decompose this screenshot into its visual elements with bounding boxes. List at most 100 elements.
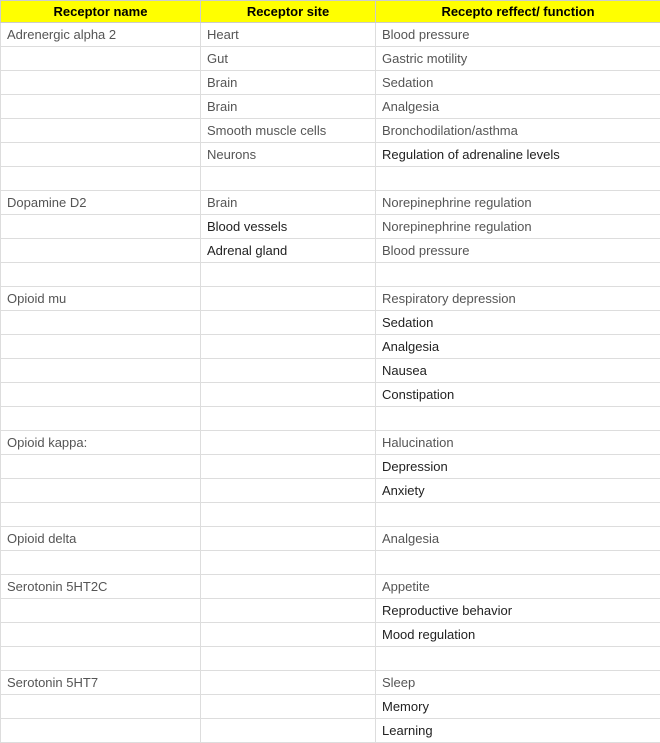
table-row: Memory [1,695,660,719]
table-row: Serotonin 5HT7Sleep [1,671,660,695]
cell-receptor-site: Blood vessels [201,215,376,239]
cell-receptor-name [1,503,201,527]
cell-receptor-name [1,143,201,167]
cell-receptor-name [1,119,201,143]
cell-receptor-effect: Anxiety [376,479,660,503]
cell-receptor-name [1,239,201,263]
cell-receptor-name [1,95,201,119]
table-row: Nausea [1,359,660,383]
cell-receptor-effect: Reproductive behavior [376,599,660,623]
cell-receptor-name [1,47,201,71]
table-row [1,503,660,527]
cell-receptor-name [1,407,201,431]
cell-receptor-effect: Depression [376,455,660,479]
table-row: GutGastric motility [1,47,660,71]
table-row: NeuronsRegulation of adrenaline levels [1,143,660,167]
cell-receptor-site [201,311,376,335]
table-row [1,407,660,431]
table-row: Adrenal glandBlood pressure [1,239,660,263]
cell-receptor-effect: Appetite [376,575,660,599]
table-row: Opioid muRespiratory depression [1,287,660,311]
table-row: Depression [1,455,660,479]
header-receptor-effect: Recepto reffect/ function [376,1,660,23]
table-row: Constipation [1,383,660,407]
cell-receptor-site [201,647,376,671]
cell-receptor-site [201,287,376,311]
cell-receptor-name [1,311,201,335]
table-row: Dopamine D2BrainNorepinephrine regulatio… [1,191,660,215]
cell-receptor-site: Brain [201,191,376,215]
cell-receptor-name [1,263,201,287]
cell-receptor-name [1,623,201,647]
table-row: BrainAnalgesia [1,95,660,119]
cell-receptor-name [1,647,201,671]
table-row: Blood vesselsNorepinephrine regulation [1,215,660,239]
cell-receptor-name [1,719,201,743]
cell-receptor-effect [376,503,660,527]
cell-receptor-name [1,383,201,407]
receptor-table: Receptor name Receptor site Recepto reff… [0,0,660,743]
cell-receptor-site [201,335,376,359]
cell-receptor-site: Brain [201,95,376,119]
table-row: Serotonin 5HT2C Appetite [1,575,660,599]
cell-receptor-site [201,383,376,407]
cell-receptor-effect [376,167,660,191]
cell-receptor-site [201,599,376,623]
table-header: Receptor name Receptor site Recepto reff… [1,1,660,23]
cell-receptor-site [201,623,376,647]
cell-receptor-site [201,455,376,479]
cell-receptor-name [1,215,201,239]
header-receptor-site: Receptor site [201,1,376,23]
cell-receptor-site: Gut [201,47,376,71]
table-row: Sedation [1,311,660,335]
cell-receptor-effect: Memory [376,695,660,719]
cell-receptor-site [201,359,376,383]
table-row: Opioid delta Analgesia [1,527,660,551]
cell-receptor-effect: Respiratory depression [376,287,660,311]
cell-receptor-name: Opioid delta [1,527,201,551]
cell-receptor-site [201,575,376,599]
table-body: Adrenergic alpha 2HeartBlood pressureGut… [1,23,660,743]
cell-receptor-site [201,527,376,551]
table-row: Analgesia [1,335,660,359]
cell-receptor-name [1,479,201,503]
table-row: Reproductive behavior [1,599,660,623]
table-row: Mood regulation [1,623,660,647]
cell-receptor-effect: Halucination [376,431,660,455]
cell-receptor-site [201,407,376,431]
cell-receptor-effect: Mood regulation [376,623,660,647]
cell-receptor-effect: Nausea [376,359,660,383]
cell-receptor-site [201,695,376,719]
cell-receptor-name [1,335,201,359]
cell-receptor-effect [376,263,660,287]
table-row: Adrenergic alpha 2HeartBlood pressure [1,23,660,47]
cell-receptor-effect: Sedation [376,311,660,335]
cell-receptor-site [201,479,376,503]
cell-receptor-site [201,431,376,455]
cell-receptor-name: Dopamine D2 [1,191,201,215]
cell-receptor-name: Serotonin 5HT2C [1,575,201,599]
cell-receptor-effect: Norepinephrine regulation [376,191,660,215]
cell-receptor-effect: Blood pressure [376,23,660,47]
cell-receptor-name [1,551,201,575]
table-row [1,551,660,575]
table-row: Opioid kappa:Halucination [1,431,660,455]
cell-receptor-effect: Learning [376,719,660,743]
table-row: Smooth muscle cellsBronchodilation/asthm… [1,119,660,143]
cell-receptor-name [1,599,201,623]
table-row: Learning [1,719,660,743]
cell-receptor-name [1,359,201,383]
cell-receptor-effect: Blood pressure [376,239,660,263]
cell-receptor-site [201,167,376,191]
cell-receptor-site [201,263,376,287]
cell-receptor-name: Adrenergic alpha 2 [1,23,201,47]
cell-receptor-name [1,71,201,95]
table-row [1,167,660,191]
cell-receptor-site: Brain [201,71,376,95]
cell-receptor-effect: Gastric motility [376,47,660,71]
cell-receptor-site [201,719,376,743]
table-row: BrainSedation [1,71,660,95]
cell-receptor-effect: Analgesia [376,95,660,119]
cell-receptor-effect: Norepinephrine regulation [376,215,660,239]
cell-receptor-effect: Analgesia [376,527,660,551]
